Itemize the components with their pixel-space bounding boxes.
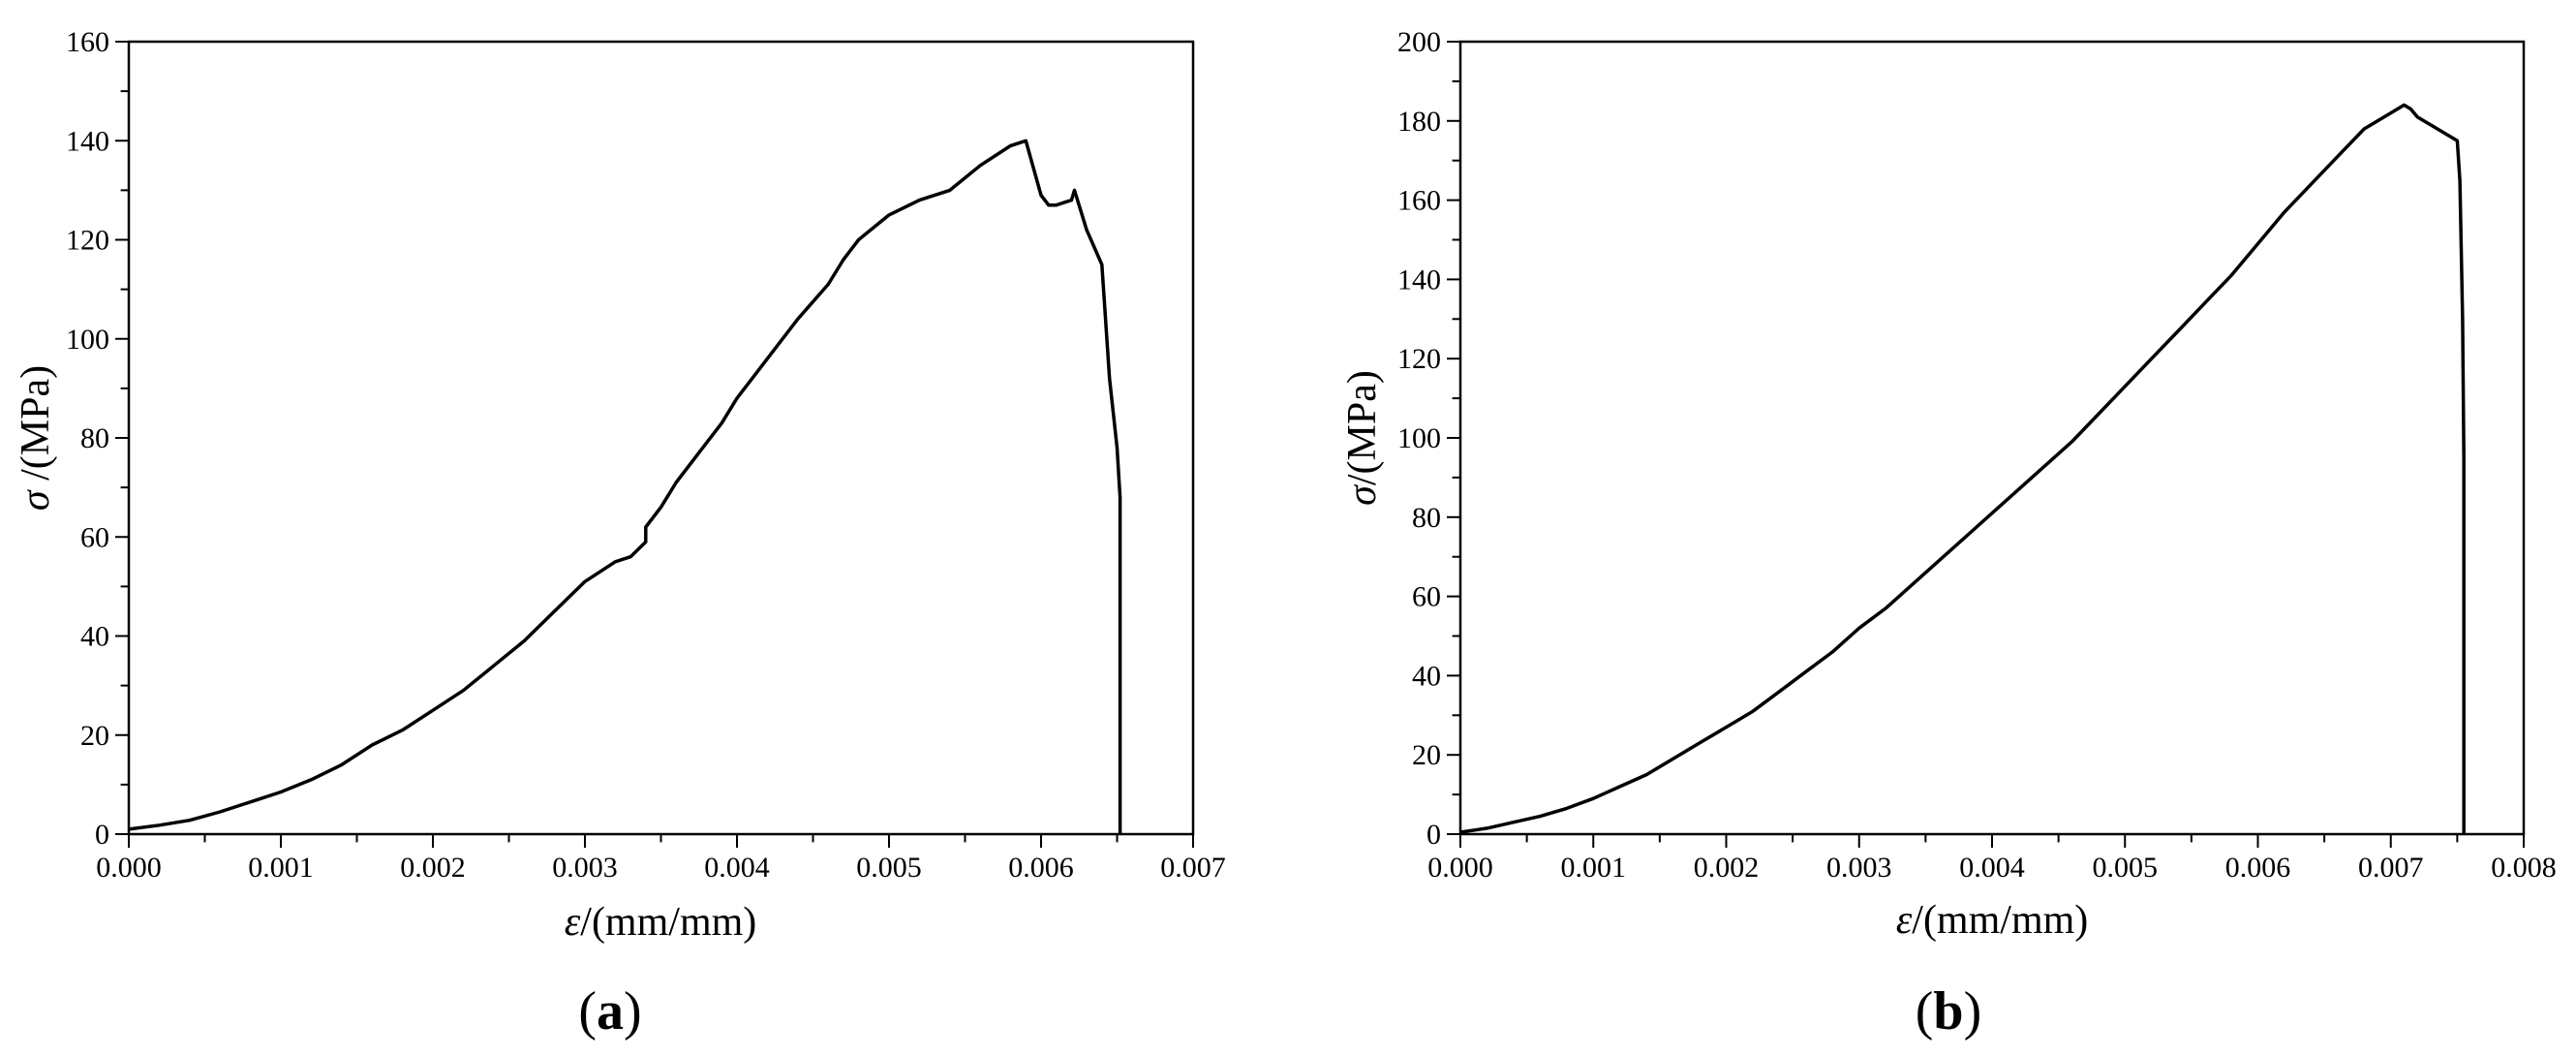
y-axis-unit-b: /(MPa) [1340, 370, 1385, 485]
y-tick-label: 80 [80, 422, 109, 454]
y-tick-label: 180 [1397, 106, 1441, 138]
stress-strain-line-b [1459, 103, 2466, 834]
x-ticks-a: 0.000 0.001 0.002 0.003 0.004 0.005 0.006 0.007 [96, 834, 1226, 884]
y-tick-label: 200 [1397, 26, 1441, 58]
y-axis-label-b: σ/(MPa) [1340, 370, 1385, 506]
x-tick-label: 0.001 [1561, 852, 1627, 884]
x-ticks-b: 0.000 0.001 0.002 0.003 0.004 0.005 0.006 0.007… [1427, 834, 2557, 884]
x-tick-label: 0.000 [96, 852, 162, 884]
y-ticks-b: 0 20 40 60 80 100 120 140 160 180 200 [1397, 26, 1460, 851]
y-tick-label: 40 [80, 621, 109, 653]
x-tick-label: 0.006 [2225, 852, 2291, 884]
panel-letter-a: a [597, 981, 624, 1041]
stress-strain-line-a [128, 139, 1122, 834]
y-tick-label: 140 [1397, 264, 1441, 295]
x-tick-label: 0.005 [2093, 852, 2159, 884]
x-tick-label: 0.003 [552, 852, 618, 884]
y-tick-label: 20 [80, 720, 109, 752]
x-tick-label: 0.004 [1959, 852, 2025, 884]
y-axis-unit-a: /(MPa) [14, 365, 58, 491]
y-tick-label: 160 [66, 26, 109, 58]
y-tick-label: 160 [1397, 185, 1441, 217]
chart-panel-b: 0.000 0.001 0.002 0.003 0.004 0.005 0.006 0.007… [1340, 26, 2557, 1041]
panel-letter-b: b [1933, 981, 1963, 1041]
plot-frame-a [127, 40, 1195, 836]
y-tick-label: 40 [1412, 660, 1441, 692]
y-axis-symbol-b: σ [1340, 483, 1385, 506]
x-tick-label: 0.008 [2491, 852, 2557, 884]
panel-label-a: (a) [578, 981, 641, 1041]
y-tick-label: 60 [80, 521, 109, 553]
y-ticks-a: 0 20 40 60 80 100 120 140 160 [66, 26, 129, 851]
y-tick-label: 80 [1412, 502, 1441, 534]
x-tick-label: 0.007 [1160, 852, 1226, 884]
x-tick-label: 0.002 [1694, 852, 1760, 884]
y-tick-label: 0 [95, 819, 109, 851]
x-tick-label: 0.003 [1826, 852, 1892, 884]
y-tick-label: 60 [1412, 581, 1441, 613]
x-axis-unit-a: /(mm/mm) [580, 900, 756, 945]
plot-frame-b [1458, 40, 2526, 836]
x-tick-label: 0.006 [1008, 852, 1074, 884]
y-tick-label: 100 [66, 324, 109, 356]
chart-panel-a: 0.000 0.001 0.002 0.003 0.004 0.005 0.006 0.007… [14, 26, 1226, 1041]
y-tick-label: 0 [1426, 819, 1441, 851]
x-tick-label: 0.002 [400, 852, 466, 884]
y-tick-label: 100 [1397, 422, 1441, 454]
y-axis-label-a: σ /(MPa) [14, 365, 58, 511]
x-tick-label: 0.001 [248, 852, 314, 884]
x-tick-label: 0.000 [1427, 852, 1493, 884]
x-tick-label: 0.004 [704, 852, 770, 884]
x-axis-symbol-a: ε [565, 900, 581, 945]
x-axis-label-a: ε/(mm/mm) [565, 900, 757, 945]
y-axis-symbol-a: σ [14, 488, 58, 511]
y-tick-label: 120 [1397, 343, 1441, 375]
y-tick-label: 20 [1412, 739, 1441, 771]
panel-label-b: (b) [1916, 981, 1981, 1041]
x-tick-label: 0.005 [856, 852, 922, 884]
x-axis-unit-b: /(mm/mm) [1912, 898, 2088, 943]
x-axis-label-b: ε/(mm/mm) [1896, 898, 2089, 943]
x-axis-symbol-b: ε [1896, 898, 1913, 943]
y-tick-label: 120 [66, 225, 109, 257]
x-tick-label: 0.007 [2358, 852, 2424, 884]
y-tick-label: 140 [66, 125, 109, 157]
